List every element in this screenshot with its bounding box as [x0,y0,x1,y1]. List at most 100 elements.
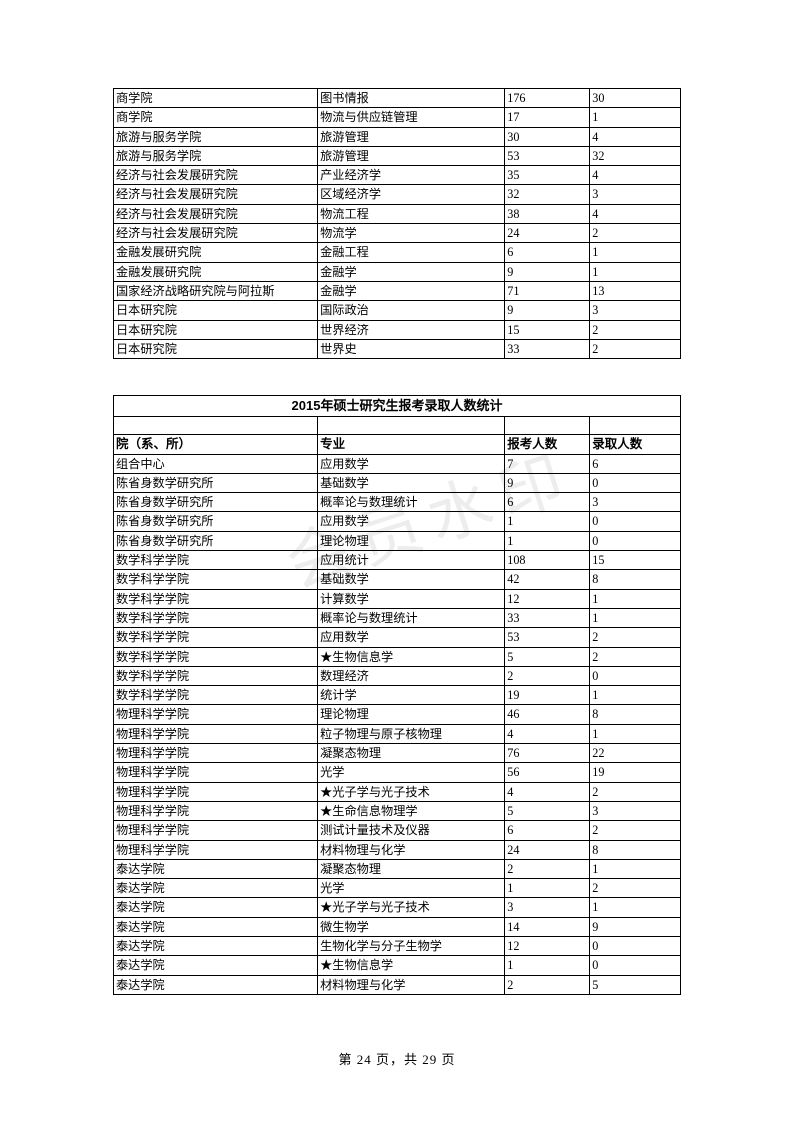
table-cell: 旅游管理 [318,146,505,165]
table-row: 旅游与服务学院旅游管理5332 [114,146,681,165]
table-cell: 15 [590,551,681,570]
table-cell: 53 [505,628,590,647]
table-cell: 应用统计 [318,551,505,570]
table-header-row: 院（系、所） 专业 报考人数 录取人数 [114,434,681,454]
table-cell: 1 [590,608,681,627]
table-cell: 0 [590,473,681,492]
table-cell: 粒子物理与原子核物理 [318,724,505,743]
table-row: 数学科学学院统计学191 [114,686,681,705]
table-row: 泰达学院生物化学与分子生物学120 [114,937,681,956]
table-cell: 概率论与数理统计 [318,608,505,627]
table-row: 金融发展研究院金融工程61 [114,243,681,262]
table-cell: 42 [505,570,590,589]
table-row: 泰达学院材料物理与化学25 [114,975,681,994]
table-cell: 46 [505,705,590,724]
table-row: 日本研究院世界经济152 [114,320,681,339]
table-cell: 图书情报 [318,89,505,108]
table-cell: 泰达学院 [114,956,318,975]
table-cell: 数学科学学院 [114,570,318,589]
table-cell: 3 [505,898,590,917]
table-cell: 世界史 [318,339,505,358]
table-row: 数学科学学院应用数学532 [114,628,681,647]
table-cell: 材料物理与化学 [318,840,505,859]
table-cell: 应用数学 [318,628,505,647]
table-cell: 3 [590,801,681,820]
col-header-admitted: 录取人数 [590,434,681,454]
table-row: 泰达学院★生物信息学10 [114,956,681,975]
table-cell: ★光子学与光子技术 [318,898,505,917]
table-cell: 0 [590,666,681,685]
table-cell: 理论物理 [318,705,505,724]
table-cell: 测试计量技术及仪器 [318,821,505,840]
table-cell: 4 [505,724,590,743]
table-cell: 4 [590,127,681,146]
table-row: 泰达学院光学12 [114,879,681,898]
table-cell: 6 [505,821,590,840]
table-cell: 3 [590,185,681,204]
table-row: 数学科学学院★生物信息学52 [114,647,681,666]
table-cell: 物理科学学院 [114,724,318,743]
table-cell: 计算数学 [318,589,505,608]
table-cell: 33 [505,339,590,358]
table-row: 物理科学学院测试计量技术及仪器62 [114,821,681,840]
table-cell: 2 [590,339,681,358]
table-cell: 泰达学院 [114,898,318,917]
table-row: 商学院图书情报17630 [114,89,681,108]
table-cell: 泰达学院 [114,975,318,994]
table-cell: 2 [590,782,681,801]
table-row: 物理科学学院★生命信息物理学53 [114,801,681,820]
table-cell: 数学科学学院 [114,608,318,627]
table-row: 商学院物流与供应链管理171 [114,108,681,127]
table-cell: 13 [590,281,681,300]
table-cell: ★生物信息学 [318,647,505,666]
table-row: 日本研究院世界史332 [114,339,681,358]
table-cell: 9 [505,473,590,492]
table-cell: 4 [590,166,681,185]
table-row: 陈省身数学研究所概率论与数理统计63 [114,493,681,512]
table-cell: 物理科学学院 [114,763,318,782]
table-cell: 2 [590,224,681,243]
table-cell: 8 [590,570,681,589]
table-cell: 3 [590,301,681,320]
table-cell: 24 [505,224,590,243]
table-cell: 组合中心 [114,454,318,473]
table-cell: 5 [505,801,590,820]
table-gap [113,359,681,395]
table-cell: 1 [590,859,681,878]
table-cell: 基础数学 [318,570,505,589]
table-cell: 6 [505,493,590,512]
table-cell: 1 [590,686,681,705]
table-cell: 商学院 [114,108,318,127]
table-row: 经济与社会发展研究院区域经济学323 [114,185,681,204]
page-footer: 第 24 页，共 29 页 [0,1049,794,1068]
table-cell: 世界经济 [318,320,505,339]
table-cell: 数理经济 [318,666,505,685]
table-cell: 光学 [318,763,505,782]
table-upper: 商学院图书情报17630商学院物流与供应链管理171旅游与服务学院旅游管理304… [113,88,681,359]
table-cell: 金融学 [318,281,505,300]
table-cell: 凝聚态物理 [318,859,505,878]
table-row: 物理科学学院凝聚态物理7622 [114,744,681,763]
table-cell: 应用数学 [318,512,505,531]
table-row: 陈省身数学研究所理论物理10 [114,531,681,550]
table-row: 泰达学院★光子学与光子技术31 [114,898,681,917]
footer-page: 24 [357,1052,372,1067]
table-cell: 30 [590,89,681,108]
table-cell: 0 [590,531,681,550]
table-cell: 2 [505,975,590,994]
table-row: 数学科学学院应用统计10815 [114,551,681,570]
table-cell: 区域经济学 [318,185,505,204]
table-cell: 泰达学院 [114,917,318,936]
table-cell: 0 [590,956,681,975]
table-cell: 108 [505,551,590,570]
table-cell: 12 [505,589,590,608]
table-cell: 2 [590,628,681,647]
table-cell: 金融发展研究院 [114,243,318,262]
table-cell: 陈省身数学研究所 [114,493,318,512]
table-cell: 凝聚态物理 [318,744,505,763]
footer-suffix: 页 [437,1052,455,1067]
table-cell: 应用数学 [318,454,505,473]
table-cell: 24 [505,840,590,859]
table-cell: 38 [505,204,590,223]
table-cell: 旅游管理 [318,127,505,146]
